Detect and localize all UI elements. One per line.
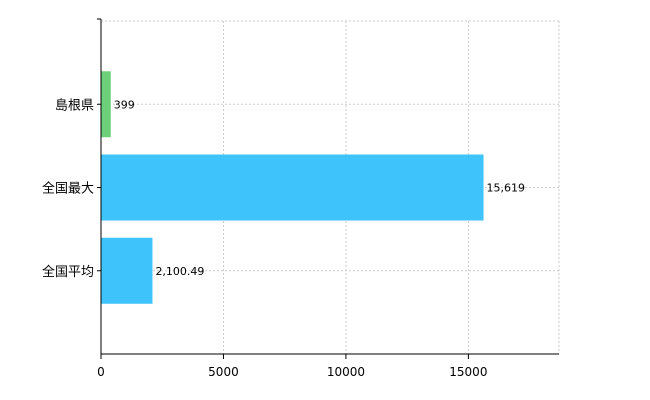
category-label-0: 島根県 [55,98,94,113]
data-label-0: 399 [114,98,135,111]
x-tick-label-2: 10000 [327,365,365,379]
x-tick-label-1: 5000 [208,365,239,379]
bars [101,71,484,304]
x-tick-label-3: 15000 [449,365,487,379]
labels: 399 島根県 15,619 全国最大 2,100.49 全国平均 0 5000 10000 15… [42,98,525,379]
bar-0 [101,71,111,138]
category-label-2: 全国平均 [42,264,94,280]
bar-2 [101,237,153,304]
data-label-2: 2,100.49 [155,265,204,278]
category-label-1: 全国最大 [42,181,94,197]
axes [97,18,559,359]
bar-1 [101,154,484,221]
data-label-1: 15,619 [487,182,526,195]
x-tick-label-0: 0 [97,365,105,379]
